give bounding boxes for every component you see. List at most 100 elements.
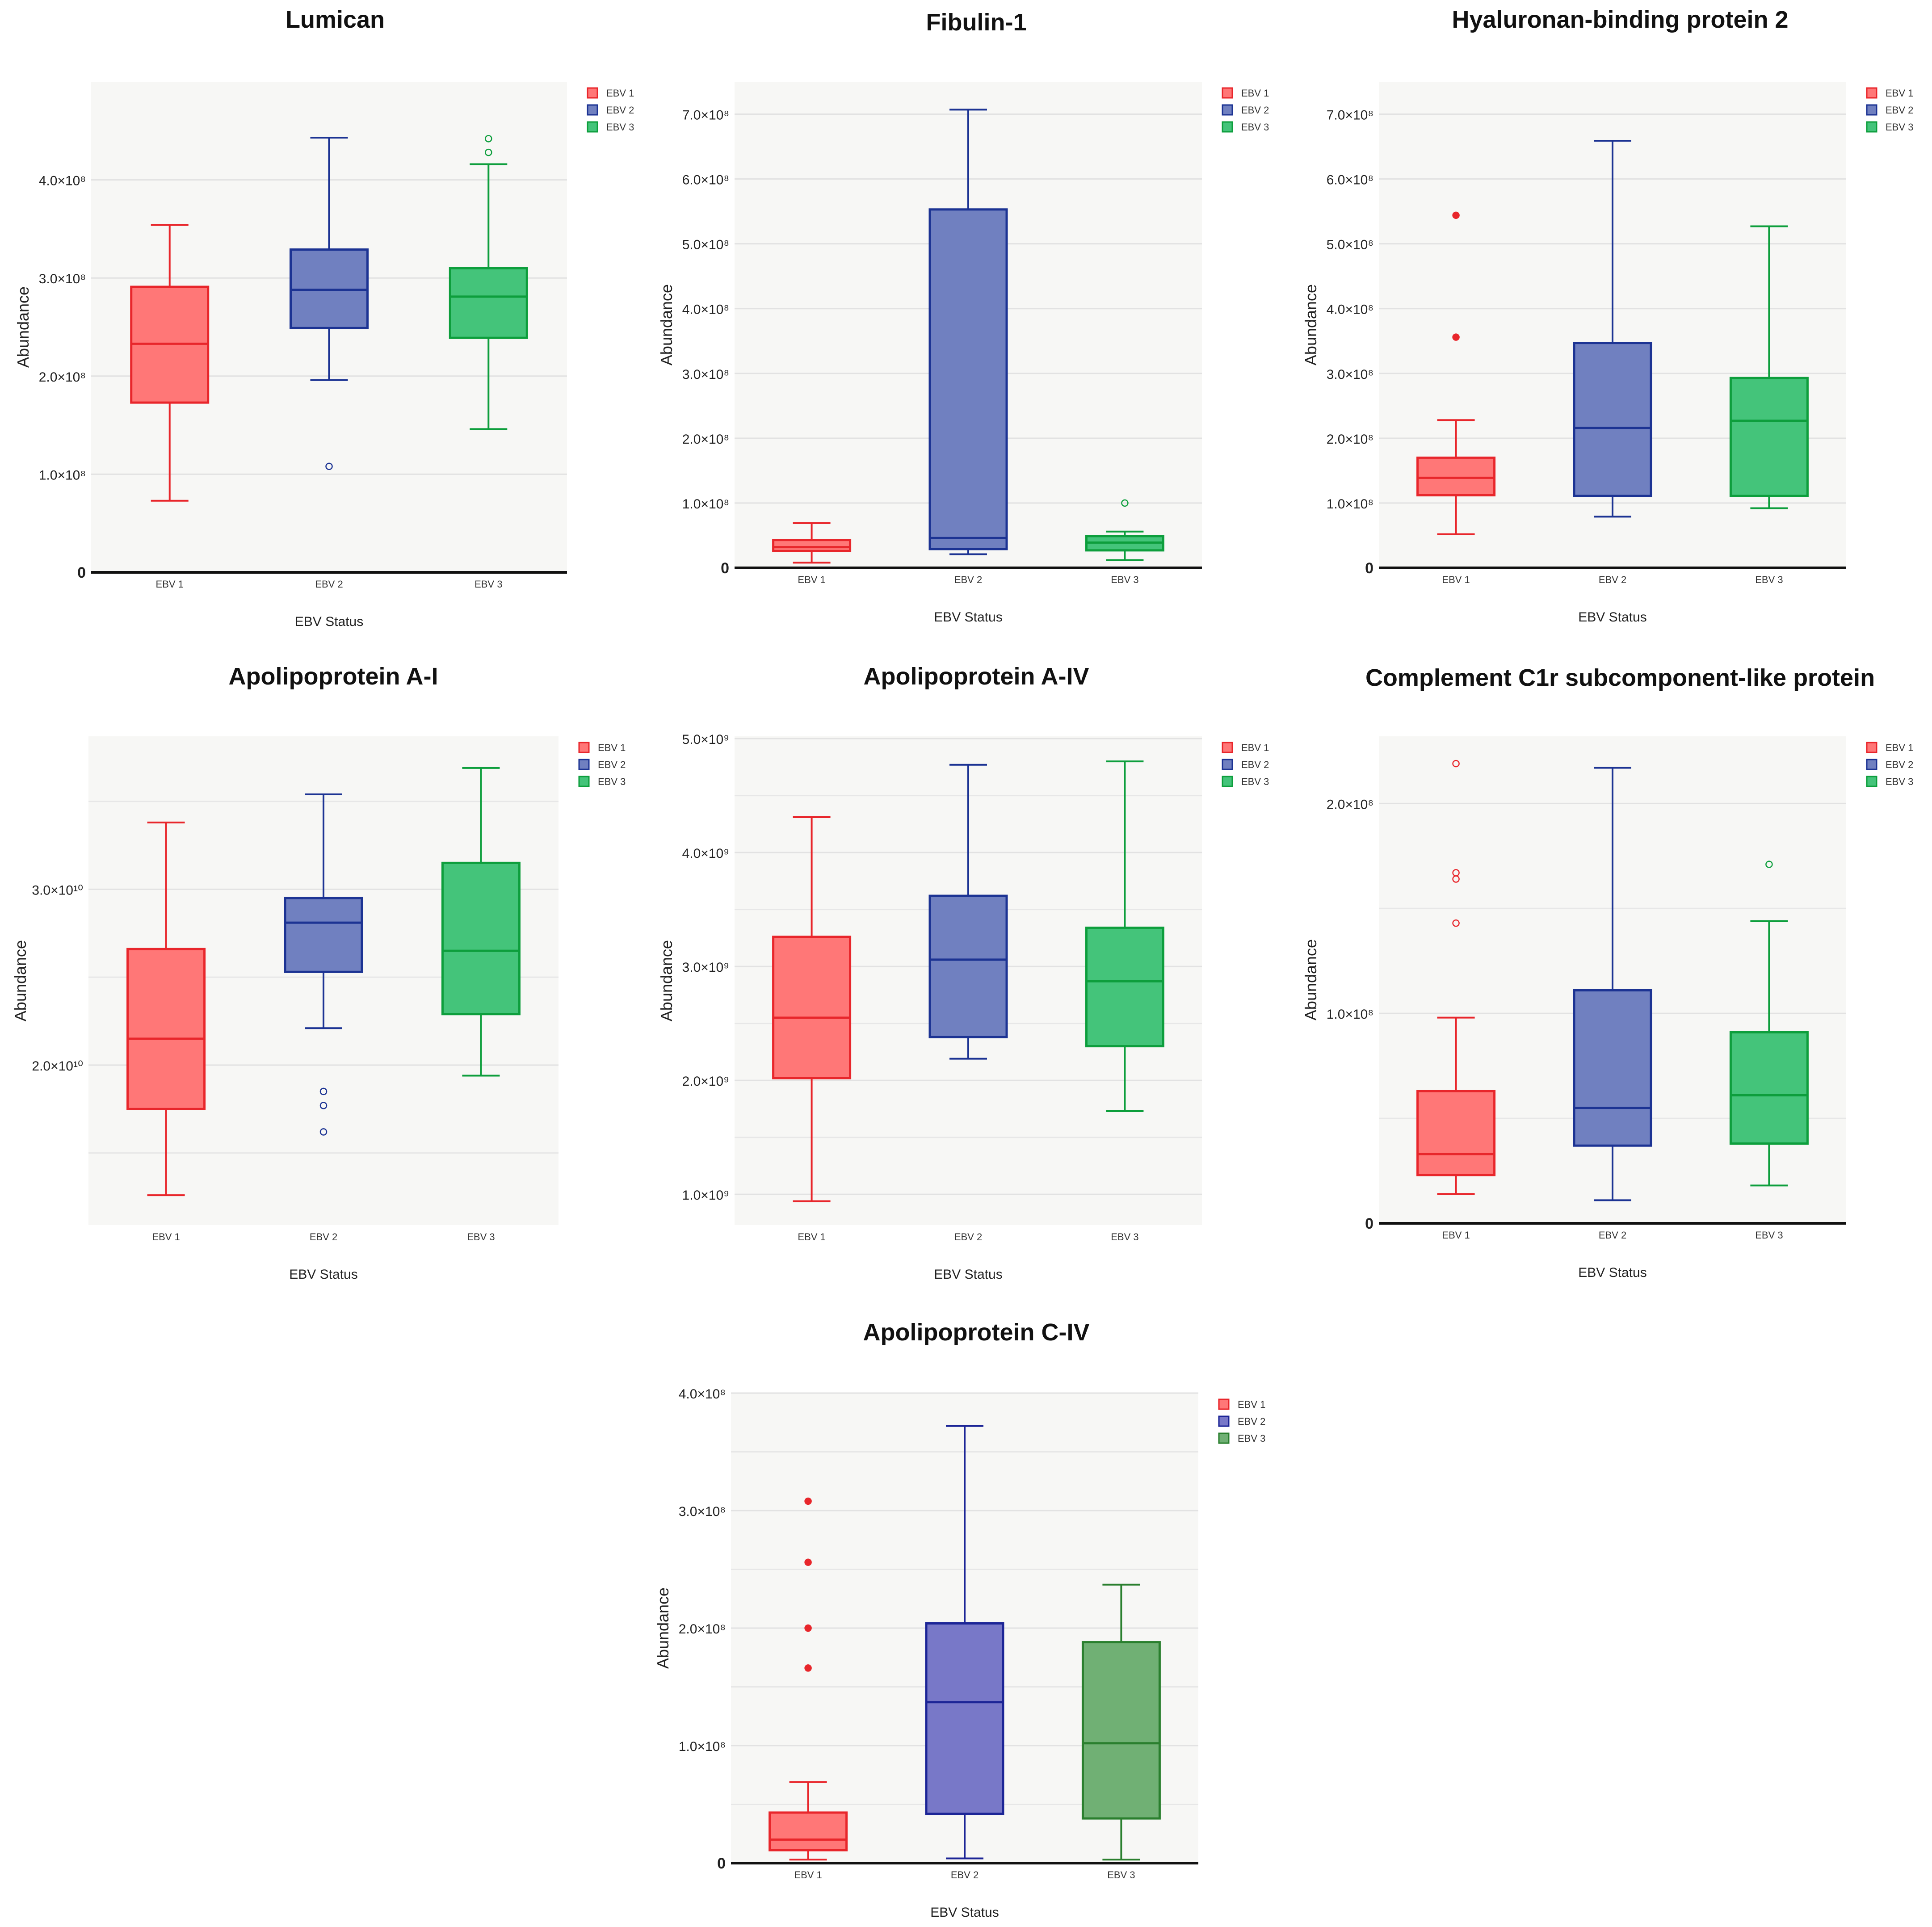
outlier-point xyxy=(485,148,492,156)
y-tick-label: 4.0×10⁹ xyxy=(682,846,729,861)
box-ebv-3[interactable] xyxy=(1729,861,1809,1187)
legend-swatch xyxy=(1222,776,1233,787)
iqr-box xyxy=(928,894,1008,1038)
legend-label: EBV 3 xyxy=(1241,122,1269,133)
box-ebv-2[interactable] xyxy=(1573,140,1652,518)
box-ebv-3[interactable] xyxy=(449,135,528,430)
x-tick-label: EBV 1 xyxy=(798,574,825,585)
iqr-box xyxy=(1729,1031,1809,1145)
box-ebv-3[interactable] xyxy=(1081,1583,1161,1861)
y-tick-label: 3.0×10⁸ xyxy=(682,367,729,382)
iqr-box xyxy=(1416,1090,1496,1176)
y-tick-label: 6.0×10⁸ xyxy=(682,173,729,188)
chart-1: Lumican 0 1.0×10⁸ 2.0×10⁸ 3.0×10⁸ 4.0×10⁸ EBV … xyxy=(14,6,634,629)
x-axis-label: EBV Status xyxy=(934,610,1002,625)
legend-item-ebv-3[interactable]: EBV 3 xyxy=(587,121,634,133)
y-tick-label: 2.0×10⁸ xyxy=(1327,432,1373,447)
legend-item-ebv-2[interactable]: EBV 2 xyxy=(1866,759,1913,770)
y-tick-label: 5.0×10⁸ xyxy=(1327,238,1373,252)
legend-label: EBV 3 xyxy=(1886,776,1913,787)
box-ebv-1[interactable] xyxy=(126,821,206,1197)
x-tick-label: EBV 2 xyxy=(1599,574,1626,585)
chart-title: Complement C1r subcomponent-like protein xyxy=(1365,664,1875,691)
legend-item-ebv-3[interactable]: EBV 3 xyxy=(1866,776,1913,787)
legend-item-ebv-2[interactable]: EBV 2 xyxy=(1218,1415,1265,1427)
y-tick-label: 7.0×10⁸ xyxy=(682,108,729,123)
legend-item-ebv-1[interactable]: EBV 1 xyxy=(1866,742,1913,753)
legend-item-ebv-2[interactable]: EBV 2 xyxy=(1222,759,1269,770)
x-tick-label: EBV 2 xyxy=(310,1231,337,1243)
legend-label: EBV 2 xyxy=(1238,1416,1265,1427)
iqr-box xyxy=(925,1622,1004,1815)
iqr-box xyxy=(284,897,363,973)
box-ebv-3[interactable] xyxy=(1085,499,1164,561)
box-ebv-1[interactable] xyxy=(1416,211,1496,535)
iqr-box xyxy=(769,1811,848,1851)
legend-item-ebv-1[interactable]: EBV 1 xyxy=(1218,1398,1265,1410)
y-tick-label: 0 xyxy=(77,564,86,581)
legend: EBV 1 EBV 2 EBV 3 xyxy=(1866,87,1913,133)
x-tick-label: EBV 3 xyxy=(1111,574,1138,585)
legend-item-ebv-2[interactable]: EBV 2 xyxy=(587,104,634,116)
legend-item-ebv-3[interactable]: EBV 3 xyxy=(1222,776,1269,787)
iqr-box xyxy=(1081,1641,1161,1820)
x-tick-label: EBV 1 xyxy=(1442,574,1470,585)
legend-item-ebv-3[interactable]: EBV 3 xyxy=(1866,121,1913,133)
outlier-point xyxy=(319,1087,328,1096)
y-tick-label: 4.0×10⁸ xyxy=(39,174,86,189)
legend-label: EBV 3 xyxy=(1886,122,1913,133)
box-ebv-3[interactable] xyxy=(1085,760,1164,1112)
legend-item-ebv-1[interactable]: EBV 1 xyxy=(1866,87,1913,99)
legend-item-ebv-1[interactable]: EBV 1 xyxy=(587,87,634,99)
box-ebv-1[interactable] xyxy=(772,816,852,1202)
y-tick-label: 3.0×10⁹ xyxy=(682,960,729,975)
legend-item-ebv-2[interactable]: EBV 2 xyxy=(578,759,626,770)
x-axis-label: EBV Status xyxy=(295,614,363,629)
y-tick-label: 6.0×10⁸ xyxy=(1327,173,1373,188)
iqr-box xyxy=(1573,342,1652,497)
y-tick-label: 4.0×10⁸ xyxy=(679,1387,726,1402)
x-tick-label: EBV 2 xyxy=(315,579,343,590)
legend-label: EBV 3 xyxy=(606,122,634,133)
box-ebv-1[interactable] xyxy=(769,1497,848,1861)
legend: EBV 1 EBV 2 EBV 3 xyxy=(1866,742,1913,787)
y-tick-label: 5.0×10⁸ xyxy=(682,238,729,252)
box-ebv-2[interactable] xyxy=(928,109,1008,555)
legend-label: EBV 2 xyxy=(606,105,634,116)
legend-label: EBV 3 xyxy=(1238,1433,1265,1444)
x-axis-label: EBV Status xyxy=(930,1905,999,1920)
iqr-box xyxy=(1573,989,1652,1147)
x-axis-label: EBV Status xyxy=(934,1267,1002,1282)
legend-item-ebv-1[interactable]: EBV 1 xyxy=(578,742,626,753)
box-ebv-2[interactable] xyxy=(1573,767,1652,1201)
box-ebv-3[interactable] xyxy=(441,767,521,1077)
box-ebv-2[interactable] xyxy=(928,764,1008,1060)
x-tick-label: EBV 1 xyxy=(1442,1230,1470,1241)
x-tick-label: EBV 3 xyxy=(1755,1230,1783,1241)
outlier-point xyxy=(325,462,333,470)
chart-title: Apolipoprotein A-I xyxy=(229,663,438,690)
y-axis-label: Abundance xyxy=(1302,939,1320,1020)
box-ebv-3[interactable] xyxy=(1729,225,1809,509)
box-ebv-2[interactable] xyxy=(284,793,363,1136)
legend-swatch xyxy=(1222,87,1233,99)
legend-item-ebv-3[interactable]: EBV 3 xyxy=(1222,121,1269,133)
legend-item-ebv-2[interactable]: EBV 2 xyxy=(1222,104,1269,116)
box-ebv-2[interactable] xyxy=(290,137,369,470)
legend-item-ebv-1[interactable]: EBV 1 xyxy=(1222,742,1269,753)
outlier-point xyxy=(804,1558,812,1566)
legend-item-ebv-1[interactable]: EBV 1 xyxy=(1222,87,1269,99)
legend: EBV 1 EBV 2 EBV 3 xyxy=(1218,1398,1265,1444)
legend-swatch xyxy=(1866,104,1877,116)
outlier-point xyxy=(1452,211,1460,219)
legend-item-ebv-2[interactable]: EBV 2 xyxy=(1866,104,1913,116)
box-ebv-2[interactable] xyxy=(925,1425,1004,1860)
box-ebv-1[interactable] xyxy=(772,522,852,564)
legend-item-ebv-3[interactable]: EBV 3 xyxy=(578,776,626,787)
legend-item-ebv-3[interactable]: EBV 3 xyxy=(1218,1432,1265,1444)
box-ebv-1[interactable] xyxy=(130,224,210,502)
y-tick-label: 2.0×10⁸ xyxy=(679,1622,726,1637)
box-ebv-1[interactable] xyxy=(1416,760,1496,1195)
x-tick-label: EBV 1 xyxy=(798,1231,825,1243)
